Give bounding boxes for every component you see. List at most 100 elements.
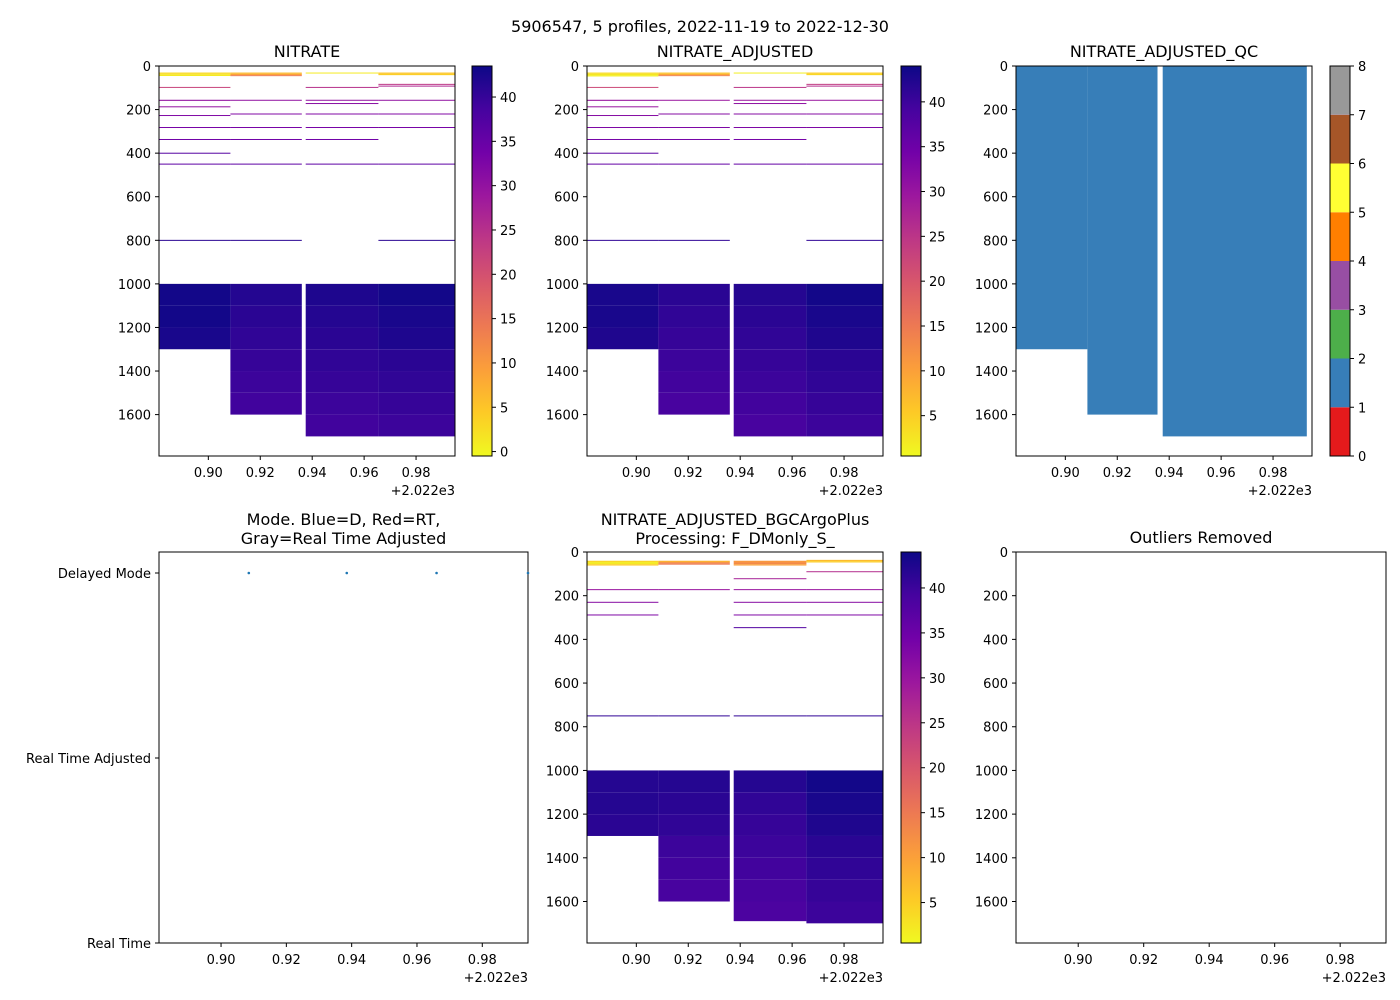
nitrate-data-cell	[230, 113, 302, 115]
mode-ytick-label: Real Time Adjusted	[26, 752, 151, 767]
bgc-argo-plus-data-cell	[806, 715, 883, 717]
bgc-argo-plus-xtick-label: 0.92	[674, 953, 703, 968]
bgc-argo-plus-x-offset-label: +2.022e3	[819, 971, 883, 986]
outliers-ytick-label: 400	[983, 633, 1008, 648]
outliers-ytick-label: 0	[1000, 546, 1008, 561]
mode-x-offset-label: +2.022e3	[464, 971, 528, 986]
bgc-argo-plus-data-cell	[806, 901, 883, 924]
nitrate-adjusted-data-cell	[806, 72, 883, 74]
nitrate-data-cell	[305, 414, 379, 437]
nitrate-adjusted-qc-colorbar-tick-label: 6	[1358, 158, 1366, 173]
nitrate-adjusted-colorbar-frame	[900, 65, 922, 457]
bgc-argo-plus-ytick-label: 200	[554, 590, 579, 605]
nitrate-adjusted-qc-colorbar-tick-label: 1	[1358, 401, 1366, 416]
nitrate-data-cell	[159, 152, 231, 154]
nitrate-data-cell	[159, 239, 231, 241]
bgc-argo-plus-data-cell	[658, 814, 730, 836]
mode-xtick-label: 0.90	[207, 953, 236, 968]
nitrate-data-cell	[230, 305, 302, 328]
outliers-title: Outliers Removed	[1130, 528, 1273, 547]
nitrate-adjusted-data-cell	[658, 327, 730, 350]
nitrate-ytick-label: 0	[143, 60, 151, 75]
nitrate-data-cell	[230, 163, 302, 165]
bgc-argo-plus-xtick-label: 0.94	[726, 953, 755, 968]
bgc-argo-plus-data-cell	[733, 901, 807, 922]
figure-title: 5906547, 5 profiles, 2022-11-19 to 2022-…	[511, 17, 889, 36]
bgc-argo-plus-data-cell	[806, 814, 883, 836]
nitrate-adjusted-ytick-label: 200	[554, 104, 579, 119]
nitrate-colorbar-tick-label: 0	[500, 446, 508, 461]
bgc-argo-plus-data-cell	[587, 589, 659, 591]
mode-data-point	[247, 571, 251, 575]
nitrate-adjusted-data-cell	[806, 327, 883, 350]
nitrate-data-cell	[378, 414, 455, 437]
bgc-argo-plus-data-cell	[587, 560, 659, 563]
nitrate-adjusted-frame	[586, 65, 884, 457]
nitrate-data-cell	[305, 113, 379, 115]
nitrate-adjusted-colorbar-tick-label: 5	[929, 410, 937, 425]
nitrate-colorbar-frame	[471, 65, 493, 457]
nitrate-adjusted-data-cell	[806, 85, 883, 87]
nitrate-adjusted-data-cell	[587, 138, 659, 140]
nitrate-adjusted-qc-qc-block	[1162, 66, 1307, 437]
nitrate-colorbar-tick-label: 5	[500, 401, 508, 416]
bgc-argo-plus-ytick-label: 1200	[546, 808, 579, 823]
nitrate-data-cell	[378, 349, 455, 372]
nitrate-adjusted-qc-ytick-label: 200	[983, 104, 1008, 119]
nitrate-data-cell	[378, 163, 455, 165]
bgc-argo-plus-data-cell	[806, 601, 883, 603]
nitrate-adjusted-data-cell	[806, 163, 883, 165]
nitrate-adjusted-data-cell	[733, 99, 807, 101]
nitrate-adjusted-colorbar-tick-label: 35	[929, 141, 946, 156]
bgc-argo-plus-data-cell	[733, 814, 807, 836]
nitrate-adjusted-data-cell	[806, 127, 883, 129]
bgc-argo-plus-ytick-label: 800	[554, 721, 579, 736]
bgc-argo-plus-data-cell	[658, 879, 730, 902]
nitrate-adjusted-colorbar-tick-label: 30	[929, 186, 946, 201]
outliers-ytick-label: 1200	[975, 808, 1008, 823]
nitrate-adjusted-qc-frame	[1015, 65, 1313, 457]
nitrate-adjusted-qc-colorbar-tick-label: 8	[1358, 60, 1366, 75]
nitrate-adjusted-data-cell	[806, 73, 883, 76]
nitrate-plot-area	[159, 72, 455, 437]
nitrate-adjusted-data-cell	[587, 115, 659, 117]
nitrate-adjusted-data-cell	[733, 72, 807, 74]
nitrate-xtick-label: 0.96	[350, 466, 379, 481]
nitrate-adjusted-data-cell	[806, 371, 883, 393]
nitrate-adjusted-data-cell	[733, 392, 807, 415]
nitrate-adjusted-plot-area	[587, 72, 883, 437]
nitrate-adjusted-data-cell	[658, 72, 730, 74]
nitrate-data-cell	[305, 103, 379, 105]
outliers-xtick-label: 0.98	[1326, 953, 1355, 968]
bgc-argo-plus-data-cell	[587, 614, 659, 616]
bgc-argo-plus-data-cell	[733, 560, 807, 563]
nitrate-adjusted-data-cell	[587, 86, 659, 88]
nitrate-adjusted-qc-xtick-label: 0.96	[1207, 466, 1236, 481]
nitrate-adjusted-colorbar-tick-label: 20	[929, 275, 946, 290]
nitrate-data-cell	[159, 163, 231, 165]
nitrate-adjusted-data-cell	[733, 283, 807, 306]
bgc-argo-plus-colorbar-tick-label: 20	[929, 762, 946, 777]
nitrate-adjusted-qc-ytick-label: 400	[983, 147, 1008, 162]
outliers-ytick-label: 800	[983, 721, 1008, 736]
bgc-argo-plus-title-line1: NITRATE_ADJUSTED_BGCArgoPlus	[601, 510, 870, 530]
bgc-argo-plus-data-cell	[733, 835, 807, 858]
nitrate-adjusted-colorbar-tick-label: 15	[929, 320, 946, 335]
bgc-argo-plus-data-cell	[806, 571, 883, 573]
nitrate-data-cell	[159, 115, 231, 117]
nitrate-data-cell	[378, 371, 455, 393]
outliers-ytick-label: 1000	[975, 764, 1008, 779]
nitrate-data-cell	[378, 239, 455, 241]
bgc-argo-plus-data-cell	[806, 561, 883, 563]
nitrate-adjusted-colorbar-gradient	[901, 66, 921, 456]
nitrate-colorbar-gradient	[472, 66, 492, 456]
nitrate-data-cell	[378, 99, 455, 101]
nitrate-data-cell	[230, 73, 302, 76]
nitrate-adjusted-data-cell	[658, 239, 730, 241]
nitrate-adjusted-data-cell	[806, 283, 883, 306]
nitrate-adjusted-data-cell	[806, 392, 883, 415]
bgc-argo-plus-data-cell	[806, 879, 883, 902]
nitrate-adjusted-data-cell	[587, 163, 659, 165]
bgc-argo-plus-data-cell	[733, 601, 807, 603]
bgc-argo-plus-data-cell	[658, 589, 730, 591]
